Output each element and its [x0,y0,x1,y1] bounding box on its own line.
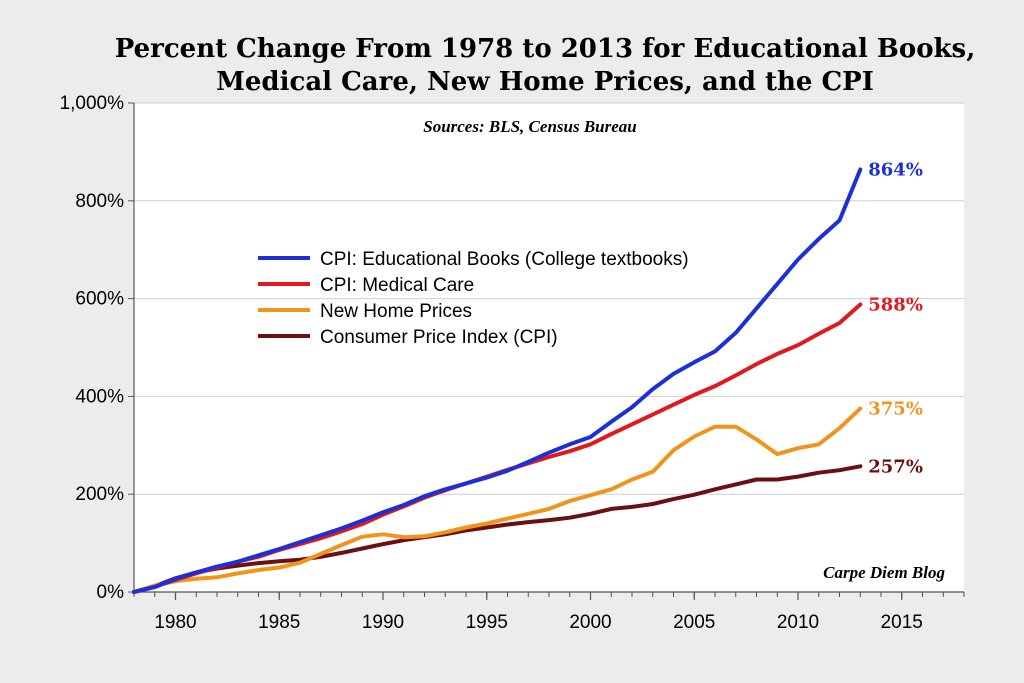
x-tick-label: 1980 [154,612,196,633]
series-line [132,464,863,594]
chart-subtitle: Sources: BLS, Census Bureau [423,117,637,136]
legend-label: CPI: Educational Books (College textbook… [320,249,689,270]
end-label: 864% [868,160,923,181]
series-line [132,406,863,594]
grid-lines [134,102,964,495]
legend-label: New Home Prices [320,301,472,322]
axes: 0% 200% 400% 600% 800% 1,000% 1980 1985 1990 1995… [60,93,965,633]
chart-title-line-1: Percent Change From 1978 to 2013 for Edu… [115,34,976,64]
end-label: 588% [868,294,923,315]
x-tick-label: 2015 [881,612,923,633]
y-tick-label: 600% [75,289,124,310]
legend-label: CPI: Medical Care [320,275,474,296]
legend-label: Consumer Price Index (CPI) [320,327,558,348]
series-lines [132,167,863,594]
chart-credit: Carpe Diem Blog [823,563,945,582]
x-tick-label: 2010 [777,612,819,633]
x-tick-label: 2005 [673,612,715,633]
chart-title-line-2: Medical Care, New Home Prices, and the C… [216,67,874,97]
end-labels: 864% 588% 375% 257% [868,160,923,478]
x-tick-label: 1990 [362,612,404,633]
series-line [132,167,863,594]
legend: CPI: Educational Books (College textbook… [258,249,689,348]
y-tick-label: 1,000% [60,93,125,114]
end-label: 375% [868,399,923,420]
x-tick-label: 1985 [258,612,300,633]
x-tick-label: 2000 [569,612,611,633]
y-tick-label: 400% [75,386,124,407]
end-label: 257% [868,456,923,477]
x-tick-label: 1995 [466,612,508,633]
y-tick-label: 800% [75,191,124,212]
y-tick-label: 0% [97,582,125,603]
y-tick-label: 200% [75,484,124,505]
